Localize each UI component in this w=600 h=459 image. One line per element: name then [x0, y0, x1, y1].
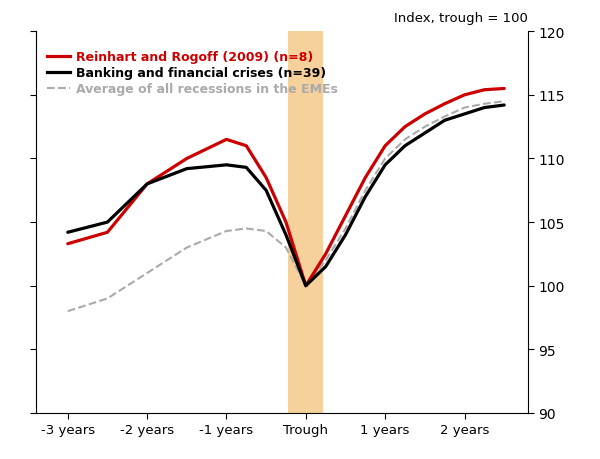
Bar — [289, 32, 323, 413]
Legend: Reinhart and Rogoff (2009) (n=8), Banking and financial crises (n=39), Average o: Reinhart and Rogoff (2009) (n=8), Bankin… — [42, 46, 343, 101]
Text: Index, trough = 100: Index, trough = 100 — [394, 11, 528, 24]
